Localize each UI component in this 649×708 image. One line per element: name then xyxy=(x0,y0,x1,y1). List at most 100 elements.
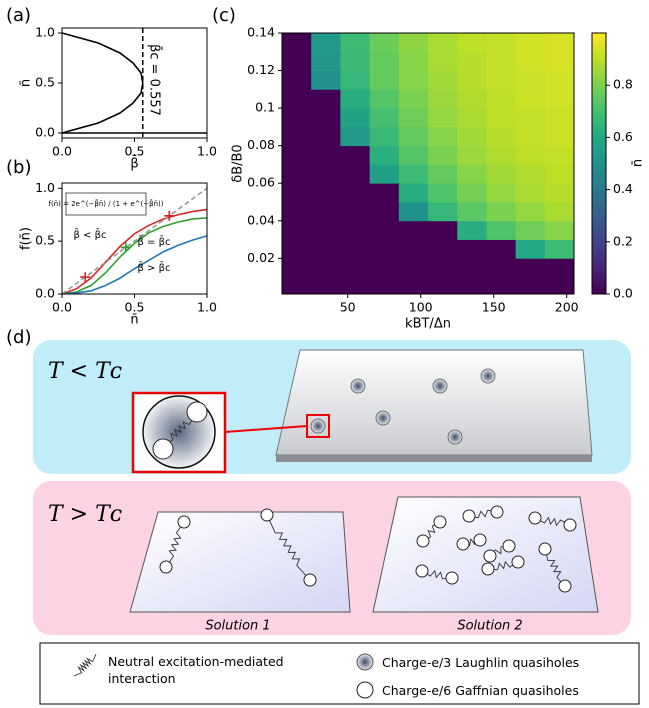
heat-cell xyxy=(311,127,341,146)
heat-cell xyxy=(486,277,516,294)
heat-cell xyxy=(457,146,487,165)
heat-cell xyxy=(340,277,370,294)
figure: (a) (b) (c) (d) T < Tᴄ T > Tᴄ Solution 1… xyxy=(0,0,649,708)
legend-text: Neutral excitation-mediated interaction xyxy=(108,653,308,687)
heat-cell xyxy=(340,221,370,240)
heat-cell xyxy=(428,240,458,259)
heat-cell xyxy=(340,240,370,259)
heat-cell xyxy=(457,71,487,90)
panel-label: (a) xyxy=(6,5,31,26)
heat-cell xyxy=(545,202,575,221)
gaffnian-quasihole xyxy=(187,402,207,422)
gaffnian-quasihole xyxy=(434,516,446,528)
y-tick-label: 0.04 xyxy=(247,212,275,227)
heat-cell xyxy=(370,277,400,294)
heat-cell xyxy=(370,146,400,165)
legend-text: Charge-e/6 Gaffnian quasiholes xyxy=(382,682,579,699)
gaffnian-quasihole xyxy=(417,535,429,547)
heat-cell xyxy=(399,89,429,108)
heat-cell xyxy=(457,127,487,146)
heat-cell xyxy=(457,89,487,108)
x-tick-label: 0.0 xyxy=(52,144,72,159)
heat-cell xyxy=(311,240,341,259)
heat-cell xyxy=(282,33,312,52)
x-tick-label: 200 xyxy=(555,300,579,315)
laughlin-quasihole xyxy=(481,369,495,383)
heat-cell xyxy=(340,183,370,202)
y-axis-label: δB/B0 xyxy=(231,144,246,182)
heat-cell xyxy=(340,33,370,52)
y-tick-label: 0.02 xyxy=(247,250,275,265)
y-tick-label: 1.0 xyxy=(35,180,55,195)
heat-cell xyxy=(516,164,546,183)
heat-cell xyxy=(486,258,516,277)
figure-canvas: (a) (b) (c) (d) T < Tᴄ T > Tᴄ Solution 1… xyxy=(0,0,649,708)
heat-cell xyxy=(545,89,575,108)
heat-cell xyxy=(428,33,458,52)
heat-cell xyxy=(399,183,429,202)
heat-cell xyxy=(516,89,546,108)
heat-cell xyxy=(516,183,546,202)
heat-cell xyxy=(370,52,400,71)
gaffnian-quasihole xyxy=(416,565,428,577)
plane xyxy=(276,350,592,455)
laughlin-quasihole xyxy=(433,379,447,393)
gaffnian-quasihole xyxy=(304,574,316,586)
heat-cell xyxy=(545,33,575,52)
heat-cell xyxy=(399,52,429,71)
heat-cell xyxy=(311,258,341,277)
heat-cell xyxy=(282,127,312,146)
laughlin-quasihole xyxy=(376,411,390,425)
heat-cell xyxy=(516,108,546,127)
heat-cell xyxy=(370,183,400,202)
heat-cell xyxy=(545,240,575,259)
y-tick-label: 0.5 xyxy=(35,233,55,248)
x-axis-label: β̄ xyxy=(130,156,138,171)
heat-cell xyxy=(486,146,516,165)
legend-text: Charge-e/3 Laughlin quasiholes xyxy=(382,654,579,671)
gaffnian-quasihole xyxy=(484,550,496,562)
heat-cell xyxy=(340,258,370,277)
laughlin-quasihole xyxy=(311,419,325,433)
heat-cell xyxy=(457,33,487,52)
heat-cell xyxy=(370,108,400,127)
colorbar-tick-label: 0.0 xyxy=(613,286,633,301)
heat-cell xyxy=(370,127,400,146)
heat-cell xyxy=(399,146,429,165)
heat-cell xyxy=(399,258,429,277)
heat-cell xyxy=(457,52,487,71)
curve xyxy=(62,209,207,294)
x-tick-label: 150 xyxy=(482,300,506,315)
heat-cell xyxy=(399,127,429,146)
gaffnian-quasihole xyxy=(446,572,458,584)
x-tick-label: 100 xyxy=(409,300,433,315)
panel-label: (c) xyxy=(212,5,236,26)
y-tick-label: 0.5 xyxy=(35,75,55,90)
laughlin-quasihole xyxy=(351,379,365,393)
heat-cell xyxy=(282,52,312,71)
heat-cell xyxy=(340,108,370,127)
y-tick-label: 0.0 xyxy=(35,125,55,140)
heat-cell xyxy=(516,71,546,90)
heat-cell xyxy=(516,146,546,165)
heat-cell xyxy=(399,202,429,221)
gaffnian-quasihole xyxy=(503,540,515,552)
heat-cell xyxy=(545,71,575,90)
heat-cell xyxy=(545,221,575,240)
heat-cell xyxy=(370,89,400,108)
heat-cell xyxy=(370,221,400,240)
solution-label: Solution 2 xyxy=(457,619,522,634)
heat-cell xyxy=(399,277,429,294)
heat-cell xyxy=(457,164,487,183)
heat-cell xyxy=(457,240,487,259)
heat-cell xyxy=(486,202,516,221)
heat-cell xyxy=(399,164,429,183)
colorbar-tick-label: 0.2 xyxy=(613,233,633,248)
heat-cell xyxy=(340,127,370,146)
heat-cell xyxy=(399,221,429,240)
gaffnian-quasihole xyxy=(160,561,172,573)
x-axis-label: n̄ xyxy=(130,313,138,328)
condition-label: T < Tᴄ xyxy=(48,359,122,384)
heat-cell xyxy=(516,258,546,277)
y-tick-label: 0.12 xyxy=(247,62,275,77)
